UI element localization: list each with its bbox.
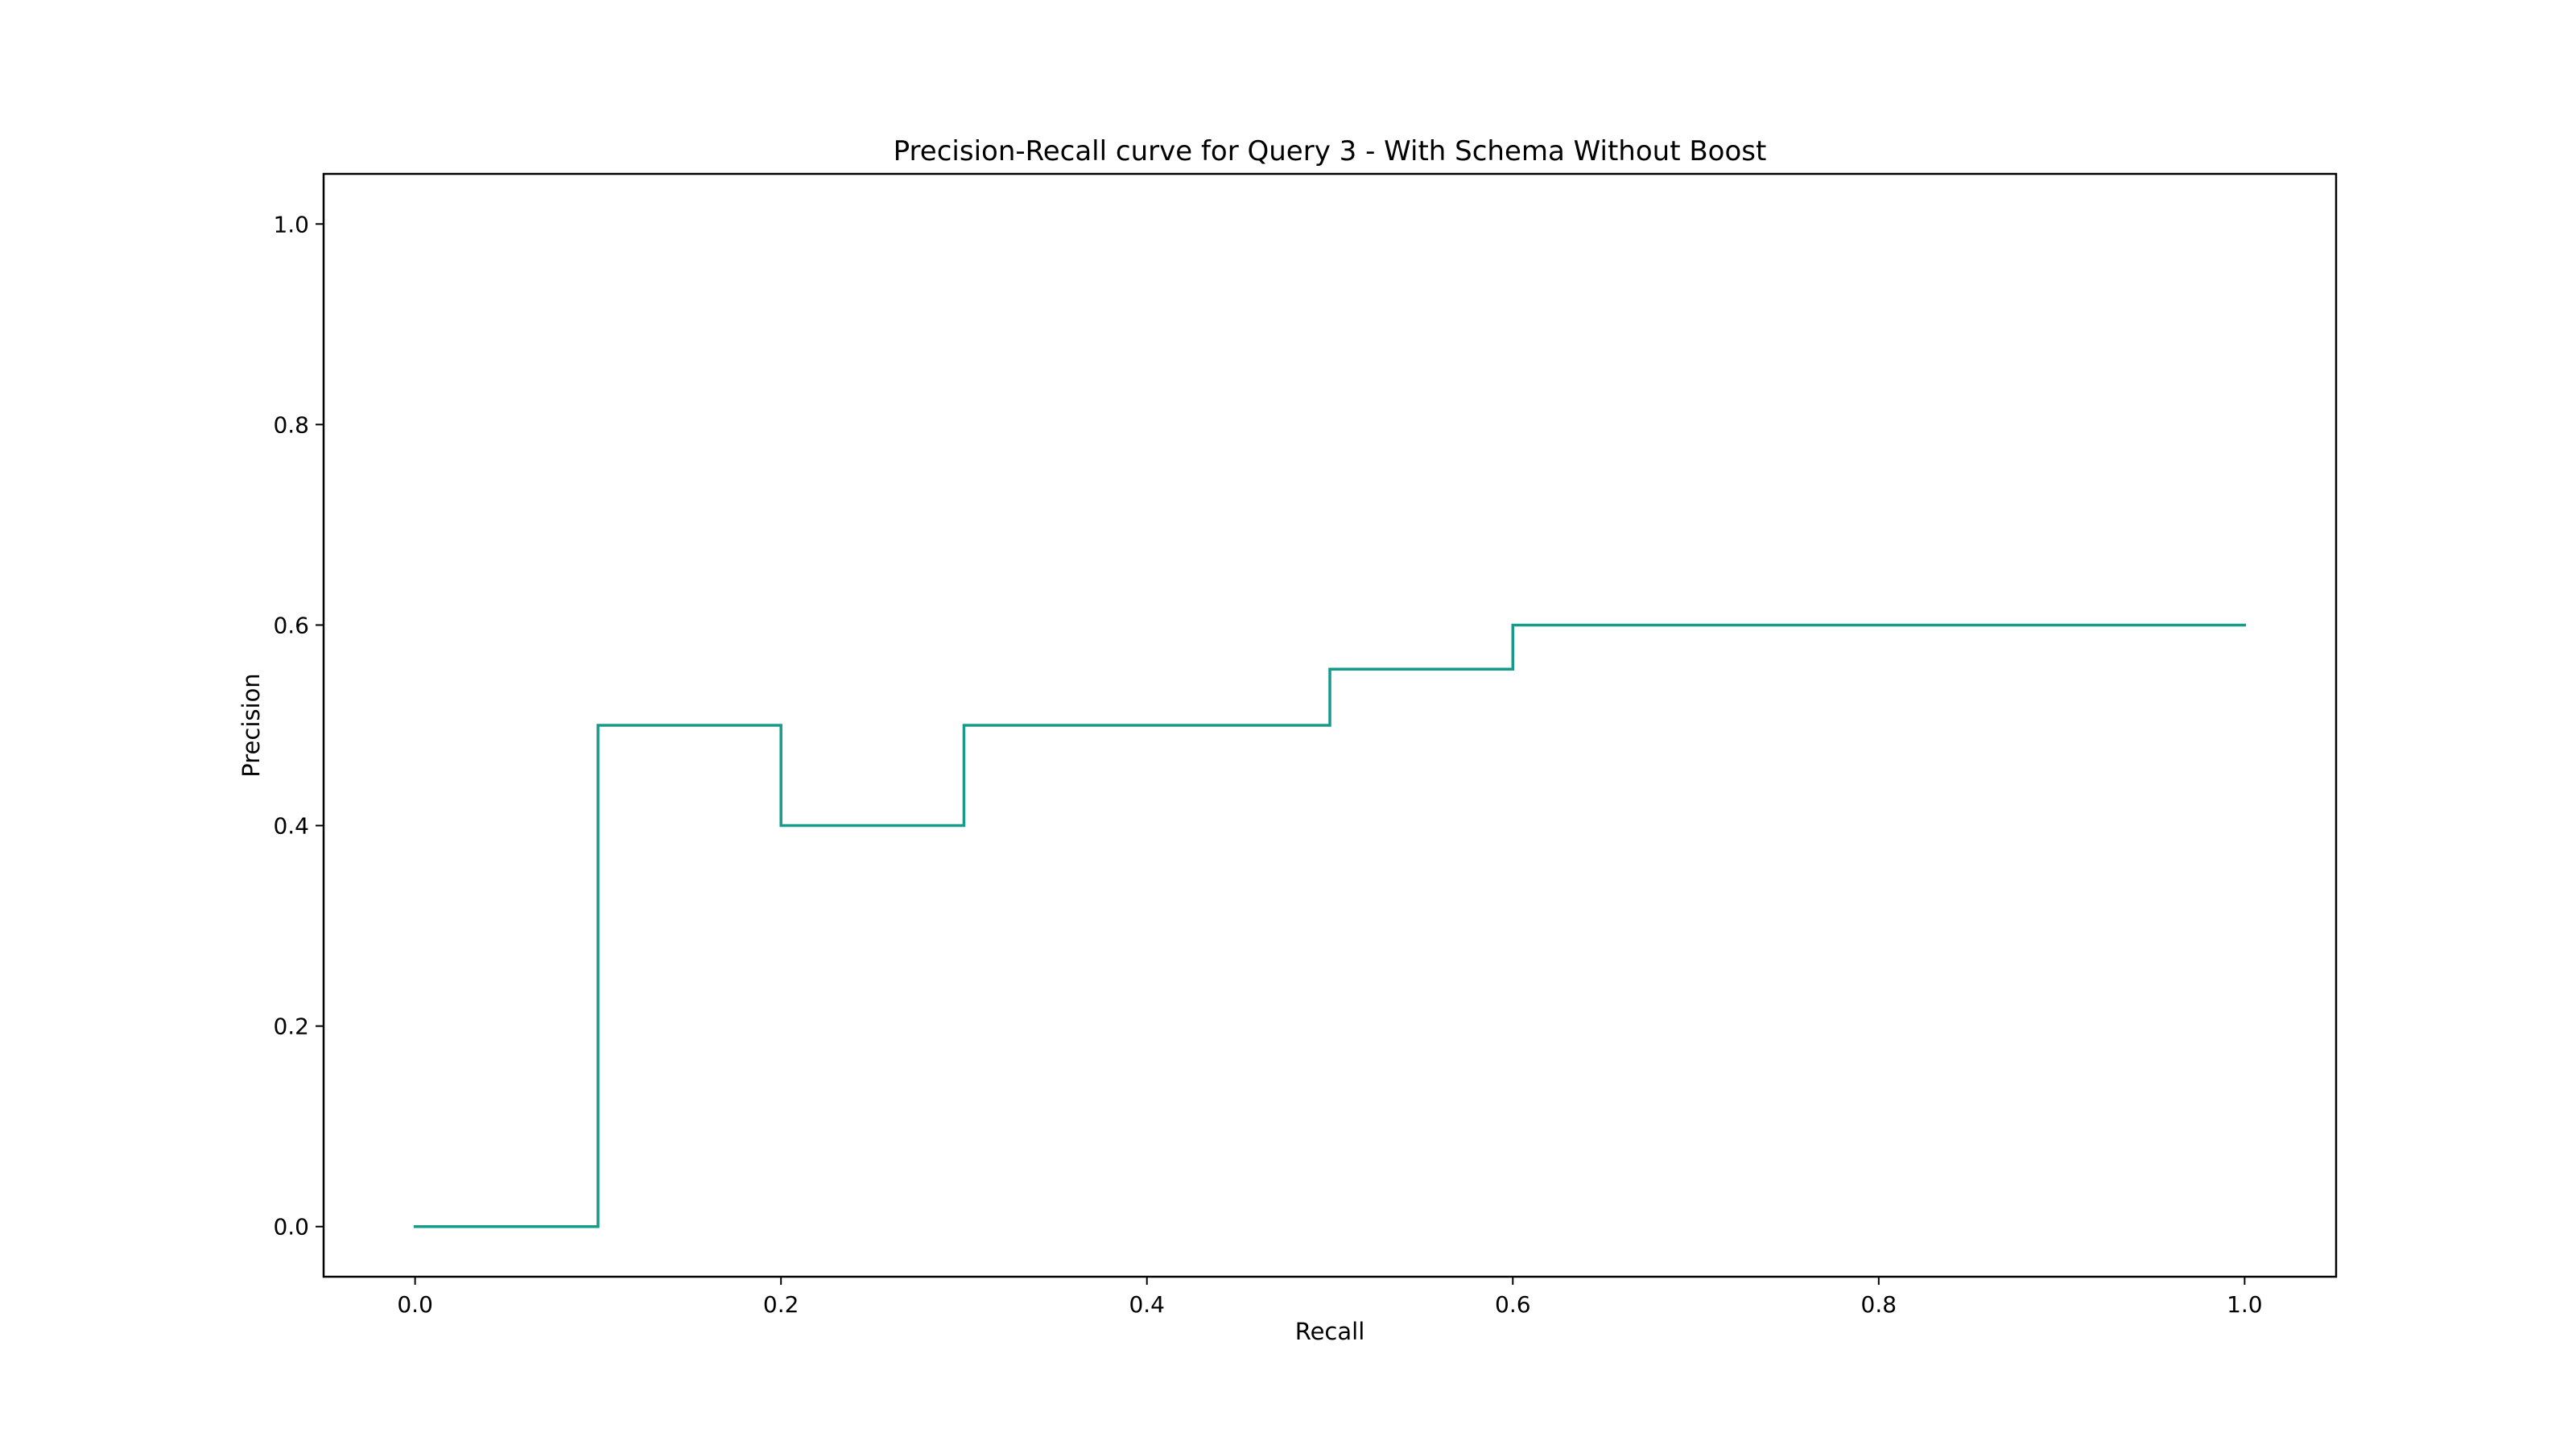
chart-title: Precision-Recall curve for Query 3 - Wit… — [894, 135, 1767, 167]
y-axis-ticks: 0.0 0.2 0.4 0.6 0.8 1.0 — [273, 211, 324, 1241]
x-tick-label: 0.0 — [397, 1291, 433, 1318]
x-axis-label: Recall — [1295, 1318, 1365, 1345]
x-tick-label: 0.4 — [1129, 1291, 1165, 1318]
y-axis-label: Precision — [237, 673, 265, 777]
y-tick-label: 0.8 — [273, 411, 309, 438]
y-tick-label: 0.2 — [273, 1013, 309, 1040]
x-tick-label: 0.6 — [1495, 1291, 1531, 1318]
x-tick-label: 1.0 — [2227, 1291, 2263, 1318]
y-tick-label: 0.6 — [273, 612, 309, 638]
plot-area — [413, 623, 2247, 1228]
x-axis-ticks: 0.0 0.2 0.4 0.6 0.8 1.0 — [397, 1277, 2263, 1318]
x-tick-label: 0.2 — [763, 1291, 799, 1318]
y-tick-label: 0.4 — [273, 813, 309, 840]
y-tick-label: 1.0 — [273, 211, 309, 237]
y-tick-label: 0.0 — [273, 1214, 309, 1241]
x-tick-label: 0.8 — [1861, 1291, 1897, 1318]
plot-frame — [322, 172, 2338, 1278]
precision-recall-series-line — [413, 623, 2247, 1228]
